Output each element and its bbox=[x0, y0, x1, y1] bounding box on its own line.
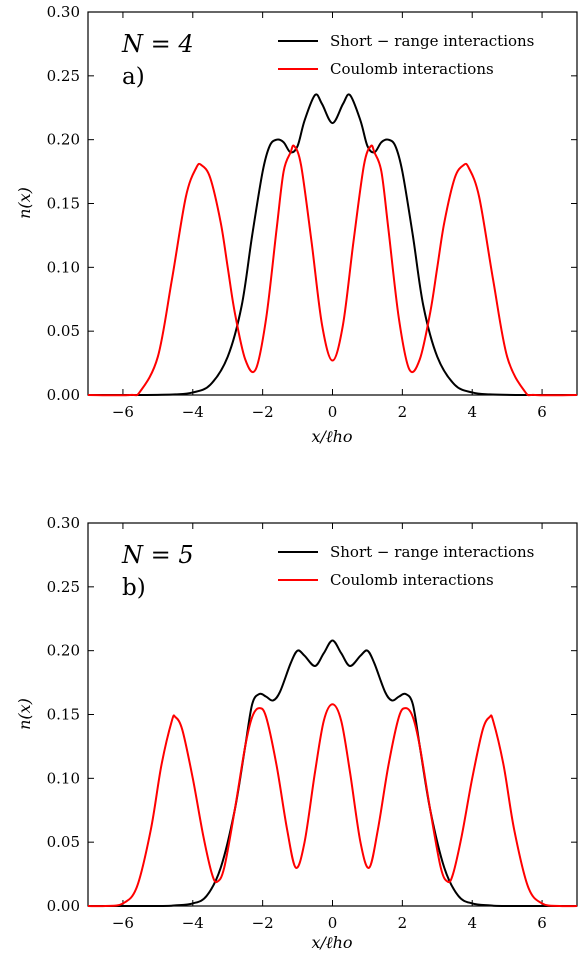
panel-annotation: N = 5 bbox=[121, 541, 194, 569]
x-tick-label: 2 bbox=[398, 914, 408, 932]
series-line-coulomb bbox=[87, 703, 578, 908]
x-tick-label: −2 bbox=[252, 403, 274, 421]
y-tick-label: 0.15 bbox=[47, 706, 80, 724]
y-tick-label: 0.15 bbox=[47, 195, 80, 213]
legend-label-coulomb: Coulomb interactions bbox=[330, 60, 494, 78]
series-line-short-range bbox=[87, 639, 578, 908]
x-axis-label: x/ℓho bbox=[311, 427, 352, 446]
x-tick-label: −6 bbox=[112, 403, 134, 421]
panel-label: b) bbox=[122, 575, 146, 601]
y-axis-label: n(x) bbox=[15, 698, 34, 730]
y-axis-label: n(x) bbox=[15, 187, 34, 219]
x-tick-label: −2 bbox=[252, 914, 274, 932]
y-tick-label: 0.30 bbox=[47, 514, 80, 532]
curves bbox=[87, 93, 578, 397]
legend: Short − range interactions Coulomb inter… bbox=[278, 32, 534, 78]
x-tick-label: 0 bbox=[328, 914, 338, 932]
legend-label-coulomb: Coulomb interactions bbox=[330, 571, 494, 589]
axis-ticks: −6 −4 −2 0 2 4 6 0.00 0.05 0.10 0.15 0.20 0.25 0.30 bbox=[47, 514, 577, 932]
panel-label: a) bbox=[122, 64, 145, 90]
x-tick-label: 6 bbox=[537, 403, 547, 421]
y-tick-label: 0.30 bbox=[47, 3, 80, 21]
y-tick-label: 0.05 bbox=[47, 833, 80, 851]
legend-label-short-range: Short − range interactions bbox=[330, 543, 534, 561]
x-axis-label: x/ℓho bbox=[311, 933, 352, 952]
y-tick-label: 0.25 bbox=[47, 67, 80, 85]
y-tick-label: 0.05 bbox=[47, 322, 80, 340]
y-tick-label: 0.10 bbox=[47, 258, 80, 276]
legend: Short − range interactions Coulomb inter… bbox=[278, 543, 534, 589]
panel-annotation: N = 4 bbox=[121, 30, 194, 58]
x-tick-label: 4 bbox=[467, 403, 477, 421]
x-tick-label: 4 bbox=[467, 914, 477, 932]
x-tick-label: 6 bbox=[537, 914, 547, 932]
x-tick-label: −6 bbox=[112, 914, 134, 932]
y-tick-label: 0.20 bbox=[47, 131, 80, 149]
panel-a: −6 −4 −2 0 2 4 6 0.00 0.05 0.10 0.15 0.20 0.25 0.30 N… bbox=[15, 3, 578, 446]
y-tick-label: 0.10 bbox=[47, 769, 80, 787]
x-tick-label: −4 bbox=[182, 914, 204, 932]
series-line-coulomb bbox=[87, 144, 578, 397]
y-tick-label: 0.20 bbox=[47, 642, 80, 660]
y-tick-label: 0.00 bbox=[47, 897, 80, 915]
y-tick-label: 0.25 bbox=[47, 578, 80, 596]
x-tick-label: 0 bbox=[328, 403, 338, 421]
x-tick-label: −4 bbox=[182, 403, 204, 421]
legend-label-short-range: Short − range interactions bbox=[330, 32, 534, 50]
curves bbox=[87, 639, 578, 908]
series-line-short-range bbox=[87, 93, 578, 397]
panel-b: −6 −4 −2 0 2 4 6 0.00 0.05 0.10 0.15 0.20 0.25 0.30 N… bbox=[15, 514, 578, 952]
x-tick-label: 2 bbox=[398, 403, 408, 421]
y-tick-label: 0.00 bbox=[47, 386, 80, 404]
